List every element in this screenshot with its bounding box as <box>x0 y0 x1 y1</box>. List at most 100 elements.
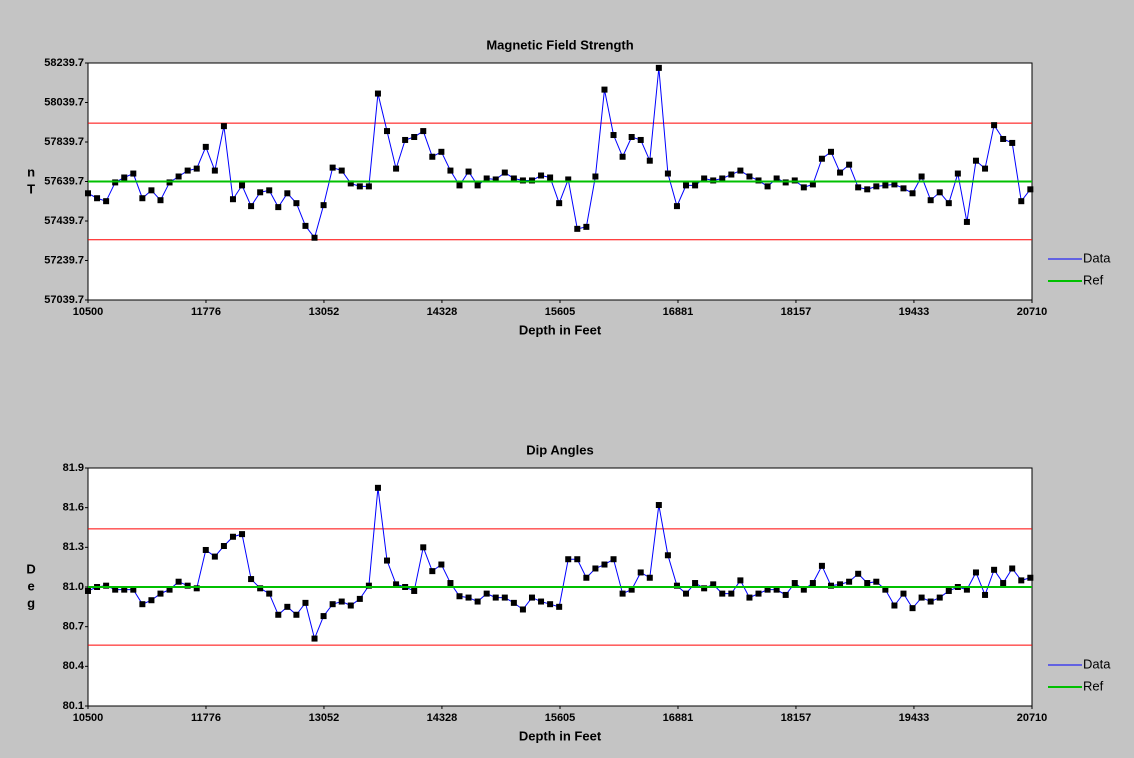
data-point <box>465 594 472 601</box>
data-point <box>456 182 463 189</box>
data-point <box>103 582 110 589</box>
data-point <box>1000 135 1007 142</box>
data-point <box>393 581 400 588</box>
data-point <box>420 544 427 551</box>
data-point <box>329 164 336 171</box>
data-point <box>764 586 771 593</box>
data-point <box>991 122 998 129</box>
data-point <box>456 593 463 600</box>
data-point <box>338 167 345 174</box>
data-point <box>519 177 526 184</box>
data-point <box>547 174 554 181</box>
data-point <box>755 177 762 184</box>
data-point <box>837 581 844 588</box>
data-point <box>556 603 563 610</box>
data-point <box>855 570 862 577</box>
data-point <box>492 594 499 601</box>
data-point <box>438 561 445 568</box>
data-point <box>193 585 200 592</box>
data-point <box>447 580 454 587</box>
data-point <box>701 585 708 592</box>
x-tick-label: 15605 <box>545 712 576 724</box>
data-point <box>610 556 617 563</box>
x-tick-label: 20710 <box>1017 306 1048 318</box>
x-tick-label: 16881 <box>663 306 694 318</box>
data-point <box>166 586 173 593</box>
data-point <box>365 582 372 589</box>
data-point <box>356 595 363 602</box>
data-point <box>202 546 209 553</box>
data-point <box>628 586 635 593</box>
x-tick-label: 16881 <box>663 712 694 724</box>
data-point <box>592 565 599 572</box>
data-point <box>800 184 807 191</box>
data-point <box>664 170 671 177</box>
x-tick-label: 19433 <box>899 306 930 318</box>
data-point <box>719 590 726 597</box>
y-tick-label: 80.7 <box>63 621 84 633</box>
x-tick-label: 20710 <box>1017 712 1048 724</box>
data-point <box>655 64 662 71</box>
legend-label: Ref <box>1083 272 1104 287</box>
data-point <box>148 597 155 604</box>
data-point <box>619 590 626 597</box>
data-point <box>882 182 889 189</box>
data-point <box>900 185 907 192</box>
data-point <box>837 169 844 176</box>
x-tick-label: 14328 <box>427 306 458 318</box>
data-point <box>628 134 635 141</box>
data-point <box>574 225 581 232</box>
x-axis-label: Depth in Feet <box>519 728 602 743</box>
data-point <box>121 174 128 181</box>
data-point <box>112 586 119 593</box>
data-point <box>538 598 545 605</box>
data-point <box>846 161 853 168</box>
data-point <box>800 586 807 593</box>
data-point <box>936 594 943 601</box>
data-point <box>565 176 572 183</box>
data-point <box>574 556 581 563</box>
data-point <box>873 183 880 190</box>
data-point <box>320 202 327 209</box>
data-point <box>972 569 979 576</box>
data-point <box>239 182 246 189</box>
data-point <box>266 187 273 194</box>
data-point <box>882 586 889 593</box>
data-point <box>411 587 418 594</box>
data-point <box>239 531 246 538</box>
data-point <box>791 177 798 184</box>
data-point <box>864 186 871 193</box>
data-point <box>683 590 690 597</box>
x-tick-label: 18157 <box>781 306 812 318</box>
data-point <box>211 553 218 560</box>
data-point <box>664 552 671 559</box>
data-point <box>429 153 436 160</box>
data-point <box>963 586 970 593</box>
data-point <box>121 586 128 593</box>
data-point <box>229 196 236 203</box>
data-point <box>610 132 617 139</box>
y-tick-label: 81.6 <box>63 502 84 514</box>
data-point <box>266 590 273 597</box>
data-point <box>220 123 227 130</box>
data-point <box>991 566 998 573</box>
data-point <box>900 590 907 597</box>
data-point <box>809 181 816 188</box>
x-tick-label: 15605 <box>545 306 576 318</box>
data-point <box>646 157 653 164</box>
x-tick-label: 14328 <box>427 712 458 724</box>
data-point <box>818 562 825 569</box>
data-point <box>447 167 454 174</box>
data-point <box>728 590 735 597</box>
data-point <box>402 136 409 143</box>
data-point <box>1009 139 1016 146</box>
data-point <box>909 605 916 612</box>
legend-label: Data <box>1083 656 1111 671</box>
data-point <box>827 148 834 155</box>
data-point <box>510 599 517 606</box>
data-point <box>918 173 925 180</box>
data-point <box>94 195 101 202</box>
data-point <box>347 602 354 609</box>
chart-title: Dip Angles <box>526 442 593 457</box>
legend-label: Ref <box>1083 678 1104 693</box>
